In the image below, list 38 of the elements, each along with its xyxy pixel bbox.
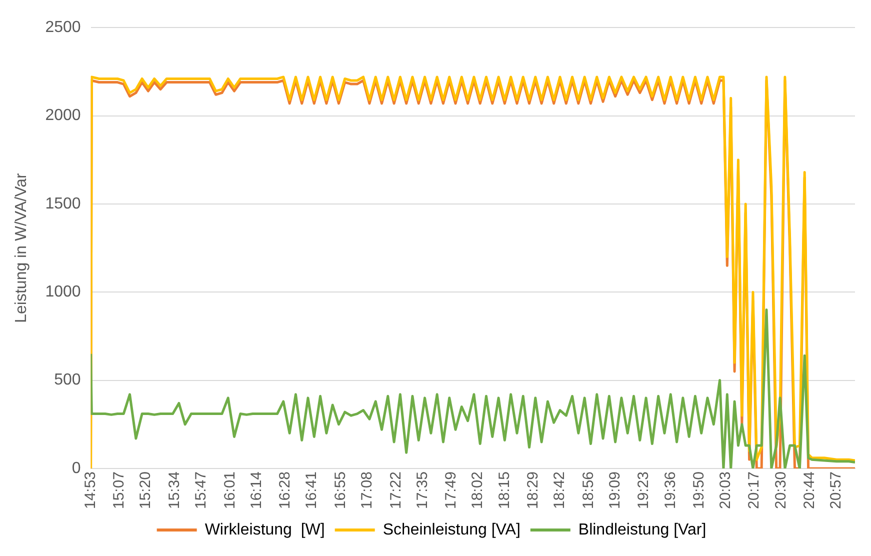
x-tick-label: 17:35 [414, 471, 431, 510]
x-tick-label: 16:55 [332, 471, 349, 510]
legend-label: Blindleistung [Var] [578, 521, 706, 538]
x-tick-label: 14:53 [82, 471, 99, 510]
x-tick-label: 17:49 [442, 471, 460, 510]
x-tick-label: 16:28 [276, 471, 294, 510]
legend-label: Scheinleistung [VA] [382, 521, 520, 538]
x-tick-label: 18:02 [469, 471, 486, 510]
y-tick-label: 2500 [45, 19, 81, 36]
x-tick-label: 20:30 [772, 471, 790, 510]
x-tick-label: 18:56 [580, 471, 597, 510]
x-tick-label: 15:34 [166, 471, 184, 510]
x-tick-label: 18:42 [551, 471, 568, 510]
x-tick-label: 19:50 [690, 471, 708, 510]
x-tick-label: 20:57 [828, 471, 845, 510]
legend-label: Wirkleistung [W] [204, 521, 325, 538]
x-tick-label: 16:01 [221, 471, 238, 510]
y-tick-label: 1000 [45, 284, 81, 301]
x-tick-label: 19:36 [662, 471, 679, 510]
x-tick-label: 17:22 [387, 471, 404, 510]
x-tick-label: 15:07 [110, 471, 128, 510]
x-tick-label: 20:03 [717, 471, 734, 510]
x-tick-label: 17:08 [358, 471, 376, 510]
y-axis-title: Leistung in W/VA/Var [13, 172, 30, 323]
y-tick-label: 1500 [45, 195, 81, 212]
x-tick-label: 18:29 [524, 471, 542, 510]
x-tick-label: 18:15 [496, 471, 513, 510]
x-tick-label: 15:47 [192, 471, 210, 510]
y-tick-label: 0 [72, 460, 81, 477]
x-tick-label: 16:41 [303, 471, 320, 510]
x-tick-label: 15:20 [137, 471, 154, 510]
x-tick-label: 20:44 [801, 471, 818, 510]
x-tick-label: 16:14 [248, 471, 265, 510]
x-tick-label: 19:09 [606, 471, 624, 510]
x-tick-label: 19:23 [635, 471, 652, 510]
y-tick-label: 2000 [45, 107, 81, 124]
x-tick-label: 20:17 [746, 471, 763, 510]
y-tick-label: 500 [54, 372, 81, 389]
